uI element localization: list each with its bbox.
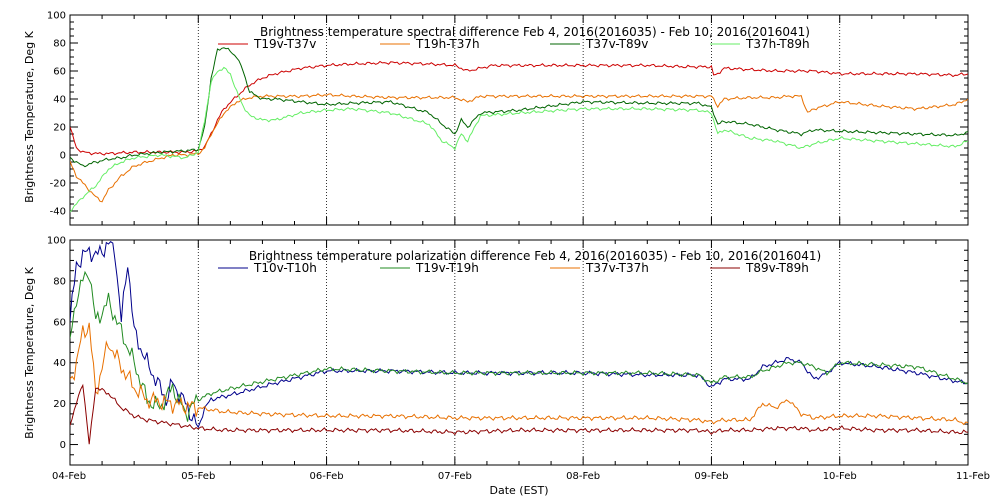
series-line-T19v-T19h — [70, 270, 968, 422]
series-line-T19v-T37v — [70, 60, 968, 156]
y-tick-label: 80 — [53, 276, 66, 287]
series-line-T37v-T37h — [70, 322, 968, 426]
legend-label: T37v-T37h — [585, 261, 649, 275]
x-tick-label: 05-Feb — [181, 471, 215, 482]
legend-label: T89v-T89h — [745, 261, 809, 275]
y-axis-label: Brightness Temperature, Deg K — [23, 266, 36, 438]
series-line-T37h-T89h — [70, 66, 968, 213]
legend-label: T19h-T37h — [415, 37, 480, 51]
polarization-difference-panel: Brightness temperature polarization diff… — [23, 236, 990, 498]
legend-label: T37v-T89v — [585, 37, 648, 51]
legend-label: T10v-T10h — [253, 261, 317, 275]
x-tick-label: 04-Feb — [52, 471, 86, 482]
series-line-T19h-T37h — [70, 93, 968, 203]
y-tick-label: 80 — [53, 39, 66, 50]
x-tick-label: 10-Feb — [823, 471, 857, 482]
y-tick-label: 40 — [53, 358, 66, 369]
y-tick-label: -20 — [50, 179, 66, 190]
x-tick-label: 09-Feb — [694, 471, 728, 482]
chart-title: Brightness temperature spectral differen… — [260, 25, 810, 39]
y-tick-label: 40 — [53, 95, 66, 106]
series-line-T10v-T10h — [70, 241, 968, 429]
series-line-T37v-T89v — [70, 47, 968, 168]
x-tick-label: 11-Feb — [956, 471, 990, 482]
spectral-difference-panel: Brightness temperature spectral differen… — [23, 11, 969, 226]
y-tick-label: 0 — [60, 151, 66, 162]
chart-title: Brightness temperature polarization diff… — [249, 249, 821, 263]
y-tick-label: 60 — [53, 317, 66, 328]
y-tick-label: 0 — [60, 440, 66, 451]
series-line-T89v-T89h — [70, 383, 968, 445]
y-tick-label: 100 — [47, 236, 66, 247]
x-tick-label: 07-Feb — [438, 471, 472, 482]
y-tick-label: -40 — [50, 207, 66, 218]
legend-label: T19v-T19h — [415, 261, 479, 275]
legend-label: T19v-T37v — [253, 37, 316, 51]
y-tick-label: 20 — [53, 399, 66, 410]
y-tick-label: 60 — [53, 67, 66, 78]
y-axis-label: Brightness Temperature, Deg K — [23, 30, 36, 202]
y-tick-label: 100 — [47, 11, 66, 22]
x-tick-label: 06-Feb — [310, 471, 344, 482]
x-tick-label: 08-Feb — [566, 471, 600, 482]
legend-label: T37h-T89h — [745, 37, 810, 51]
y-tick-label: 20 — [53, 123, 66, 134]
x-axis-label: Date (EST) — [489, 484, 548, 497]
